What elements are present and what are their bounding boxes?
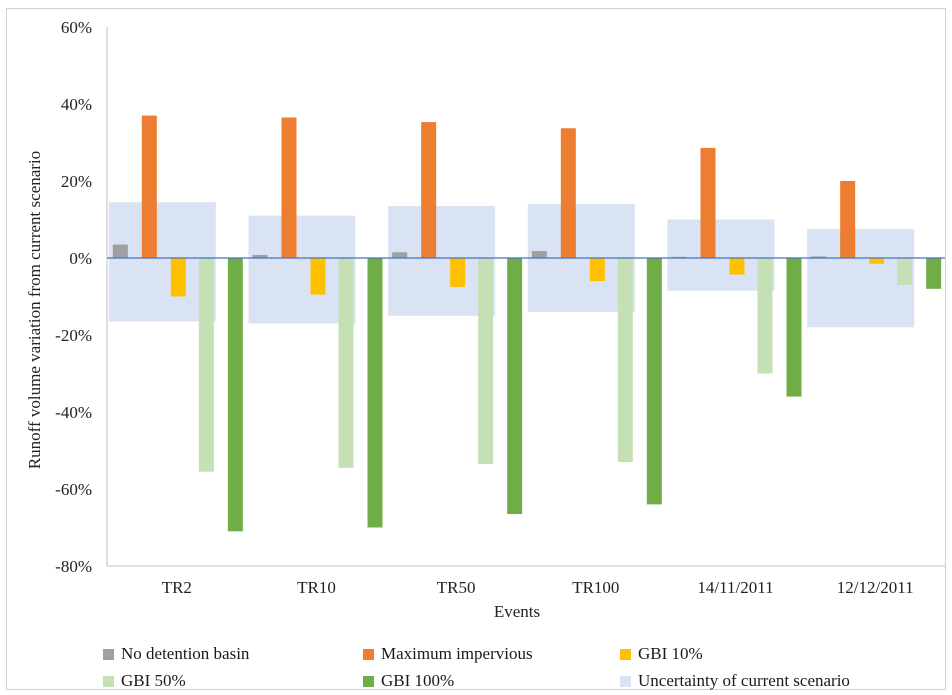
- bar-s3-c3: [617, 258, 633, 463]
- y-tick-label: 40%: [61, 95, 92, 114]
- bar-s2-c1: [310, 258, 326, 295]
- x-tick-label: TR50: [437, 578, 476, 597]
- bar-s2-c4: [729, 258, 745, 275]
- bar-s4-c3: [646, 258, 662, 505]
- uncertainty-box-4: [667, 219, 775, 291]
- bar-s1-c1: [281, 117, 297, 258]
- bar-s4-c5: [926, 258, 942, 289]
- bar-s3-c1: [338, 258, 354, 468]
- bar-s1-c3: [560, 128, 576, 258]
- bar-s3-c5: [897, 258, 913, 285]
- y-tick-label: -40%: [55, 403, 92, 422]
- x-tick-label: 12/12/2011: [837, 578, 914, 597]
- x-tick-label: TR10: [297, 578, 336, 597]
- x-tick-label: 14/11/2011: [697, 578, 773, 597]
- y-tick-label: -80%: [55, 557, 92, 576]
- y-tick-label: -20%: [55, 326, 92, 345]
- bar-s3-c0: [198, 258, 214, 472]
- uncertainty-box-0: [108, 202, 216, 322]
- y-axis-title: Runoff volume variation from current sce…: [25, 151, 44, 469]
- bar-s2-c0: [170, 258, 186, 297]
- bar-s1-c2: [421, 122, 437, 258]
- bar-s1-c0: [141, 115, 157, 258]
- uncertainty-box-1: [248, 215, 356, 324]
- bar-s3-c4: [757, 258, 773, 374]
- bar-s0-c0: [112, 244, 128, 258]
- bar-s1-c5: [840, 181, 856, 258]
- axes-layer: -80% -60% -40% -20% 0% 20% 40% 60% TR2 TR10 TR50 TR…: [55, 18, 945, 597]
- bar-s0-c1: [252, 254, 268, 258]
- y-tick-label: -60%: [55, 480, 92, 499]
- y-tick-label: 20%: [61, 172, 92, 191]
- x-tick-label: TR100: [572, 578, 619, 597]
- bar-s2-c2: [450, 258, 466, 287]
- bar-s4-c2: [507, 258, 523, 515]
- x-axis-title: Events: [494, 602, 540, 621]
- bar-s4-c1: [367, 258, 383, 528]
- bar-s4-c4: [786, 258, 802, 397]
- bar-s2-c3: [589, 258, 605, 282]
- bar-s0-c5: [811, 256, 827, 258]
- y-tick-label: 60%: [61, 18, 92, 37]
- y-tick-label: 0%: [69, 249, 92, 268]
- bar-s1-c4: [700, 147, 716, 258]
- chart-frame: [6, 8, 946, 690]
- bar-s3-c2: [478, 258, 494, 464]
- bar-s0-c2: [392, 252, 408, 258]
- bars-layer: [112, 115, 942, 532]
- bar-s0-c3: [531, 251, 547, 258]
- bar-s4-c0: [227, 258, 243, 532]
- x-tick-label: TR2: [162, 578, 192, 597]
- uncertainty-box-5: [807, 229, 915, 328]
- bar-s2-c5: [869, 258, 885, 264]
- uncertainty-box-2: [388, 206, 496, 316]
